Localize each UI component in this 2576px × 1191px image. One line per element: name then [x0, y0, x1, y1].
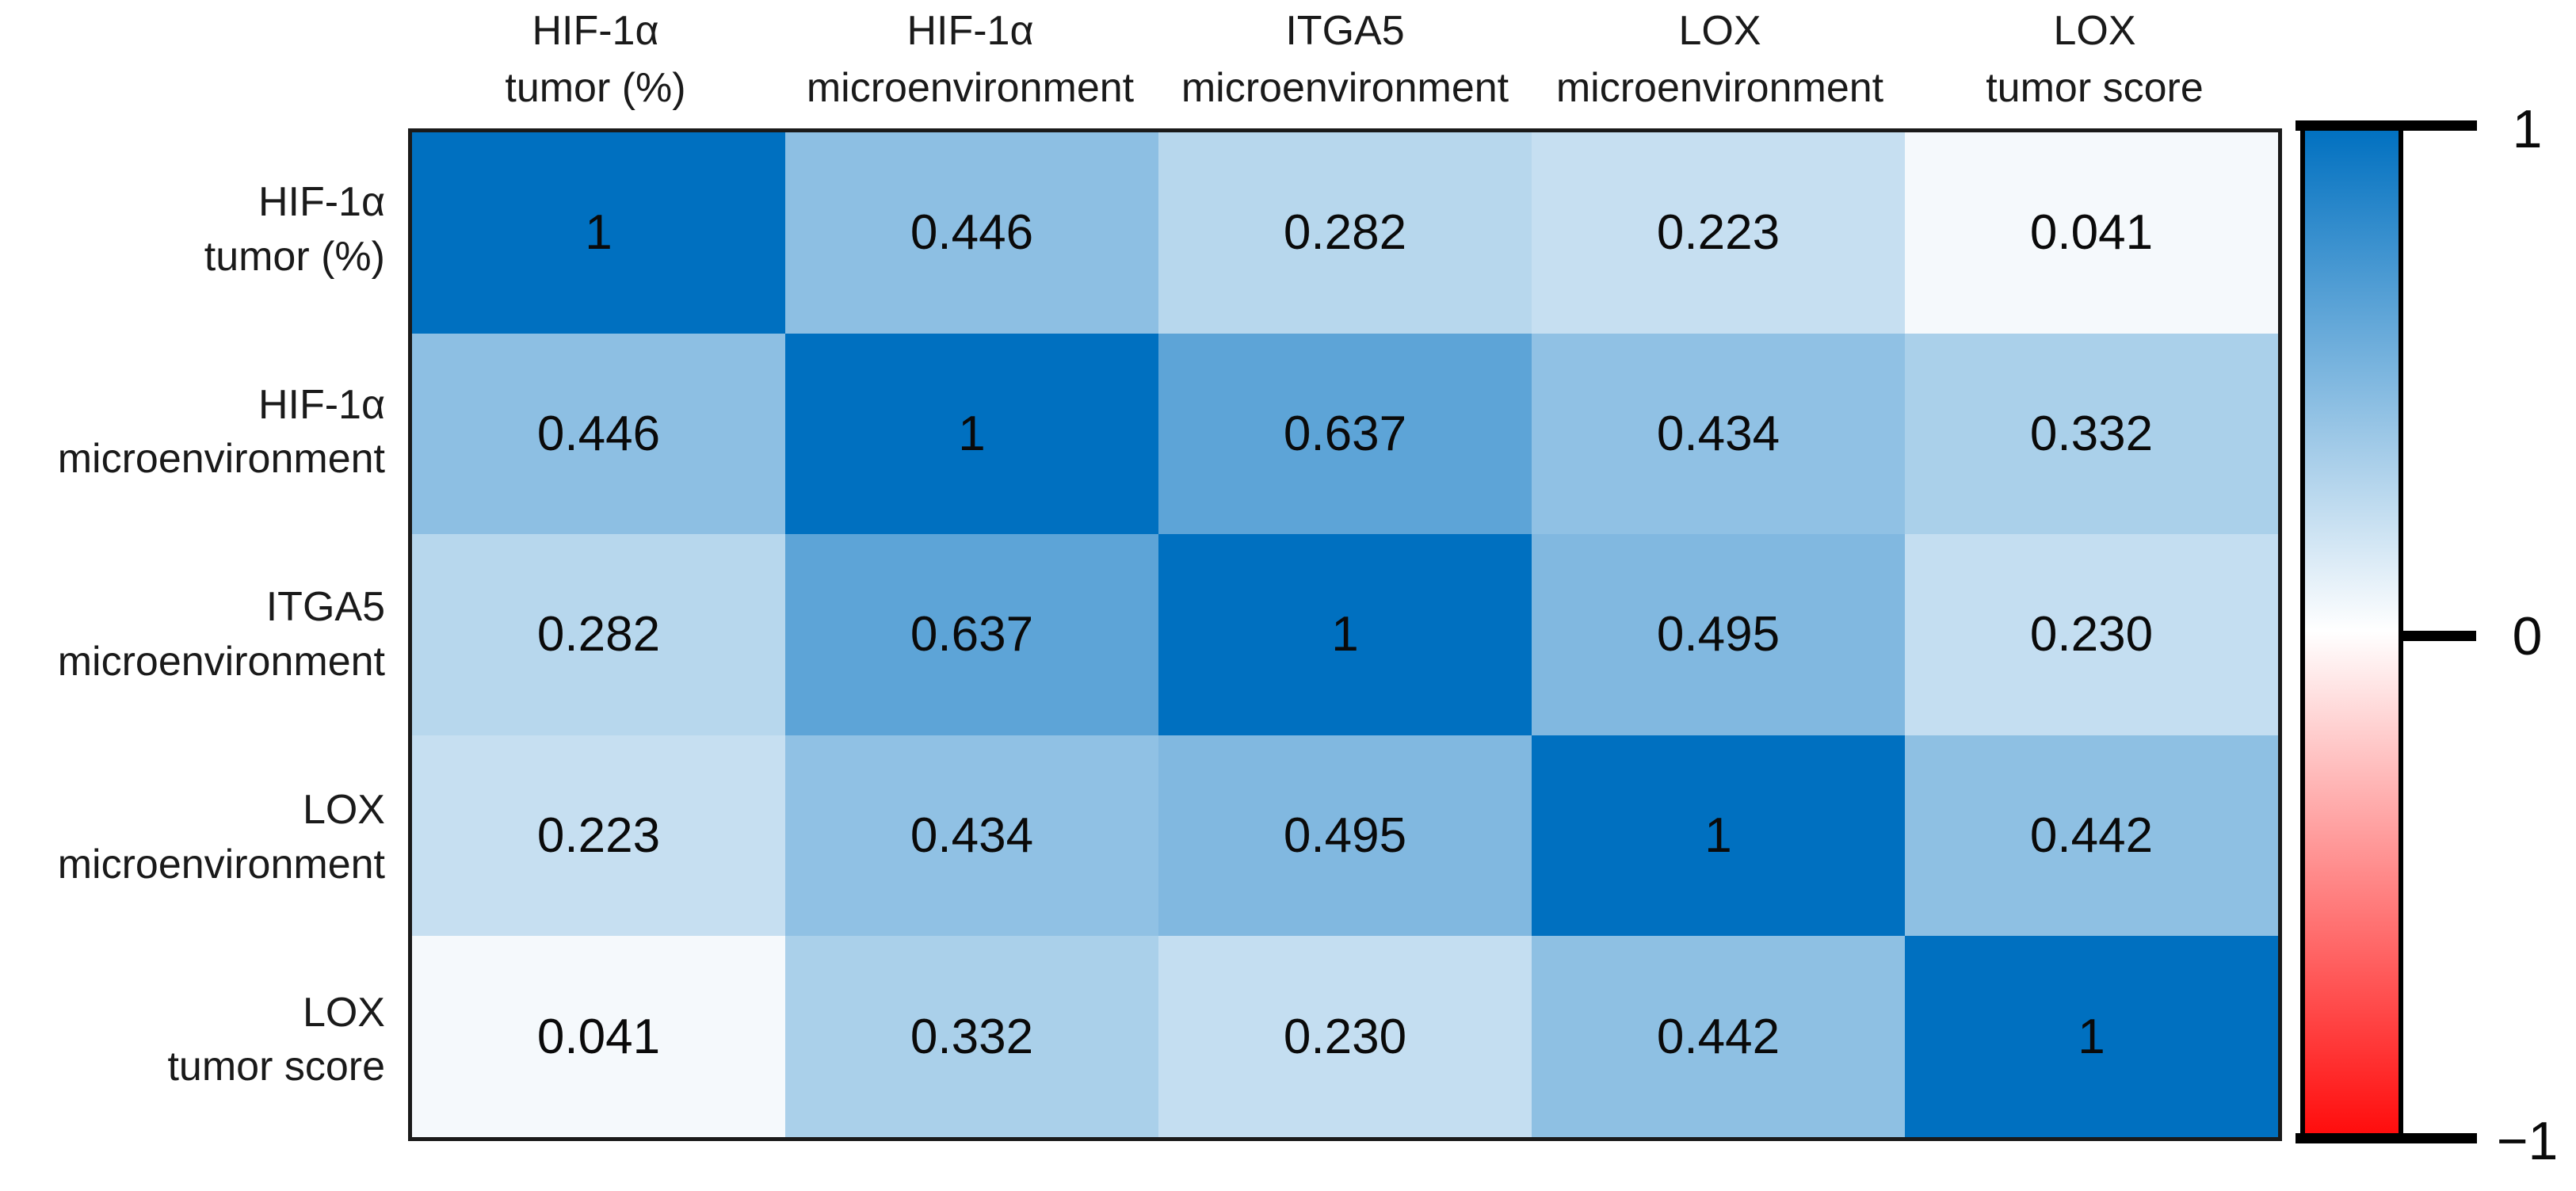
colorbar-tick-min: [2296, 1133, 2477, 1143]
column-header-1: HIF-1α microenvironment: [806, 8, 1135, 111]
heatmap-cell-r3c0: 0.223: [412, 735, 785, 937]
heatmap-cell-r2c4: 0.230: [1905, 534, 2278, 735]
heatmap-cell-r2c3: 0.495: [1532, 534, 1905, 735]
heatmap-cell-r4c2: 0.230: [1158, 936, 1532, 1137]
heatmap-cell-r1c0: 0.446: [412, 333, 785, 535]
colorbar-label-mid: 0: [2512, 606, 2543, 666]
colorbar-label-min: −1: [2496, 1111, 2559, 1171]
colorbar-tick-max: [2296, 120, 2477, 131]
heatmap-cell-r2c2: 1: [1158, 534, 1532, 735]
colorbar-gradient: [2300, 124, 2403, 1139]
heatmap-cell-r1c3: 0.434: [1532, 333, 1905, 535]
heatmap-cell-r0c1: 0.446: [785, 132, 1158, 334]
column-header-2: ITGA5 microenvironment: [1181, 8, 1509, 111]
row-labels: HIF-1α tumor (%) HIF-1α microenvironment I…: [0, 128, 393, 1141]
heatmap-cell-r3c4: 0.442: [1905, 735, 2278, 937]
heatmap-cell-r1c2: 0.637: [1158, 333, 1532, 535]
column-header-0: HIF-1α tumor (%): [505, 8, 686, 111]
colorbar-tick-mid: [2403, 631, 2476, 641]
row-label-0: HIF-1α tumor (%): [204, 179, 385, 280]
row-label-1: HIF-1α microenvironment: [57, 381, 385, 483]
heatmap-cell-r3c2: 0.495: [1158, 735, 1532, 937]
heatmap-cell-r3c1: 0.434: [785, 735, 1158, 937]
column-headers: HIF-1α tumor (%) HIF-1α microenvironment I…: [408, 3, 2282, 124]
heatmap-cell-r1c4: 0.332: [1905, 333, 2278, 535]
row-label-3: LOX microenvironment: [57, 786, 385, 888]
heatmap-cell-r1c1: 1: [785, 333, 1158, 535]
heatmap-cell-r4c4: 1: [1905, 936, 2278, 1137]
heatmap-cell-r2c1: 0.637: [785, 534, 1158, 735]
heatmap-cell-r4c0: 0.041: [412, 936, 785, 1137]
heatmap-cell-r4c3: 0.442: [1532, 936, 1905, 1137]
heatmap-cell-r0c4: 0.041: [1905, 132, 2278, 334]
colorbar-label-max: 1: [2512, 99, 2543, 159]
heatmap-cell-r0c3: 0.223: [1532, 132, 1905, 334]
heatmap-cell-r3c3: 1: [1532, 735, 1905, 937]
heatmap-grid: 1 0.446 0.282 0.223 0.041 0.446 1 0.637 0.434 0.3…: [408, 128, 2282, 1141]
heatmap-cell-r0c0: 1: [412, 132, 785, 334]
row-label-2: ITGA5 microenvironment: [57, 584, 385, 685]
column-header-4: LOX tumor score: [1986, 8, 2204, 111]
column-header-3: LOX microenvironment: [1555, 8, 1884, 111]
heatmap-cell-r4c1: 0.332: [785, 936, 1158, 1137]
row-label-4: LOX tumor score: [167, 989, 385, 1090]
heatmap-cell-r2c0: 0.282: [412, 534, 785, 735]
heatmap-cell-r0c2: 0.282: [1158, 132, 1532, 334]
